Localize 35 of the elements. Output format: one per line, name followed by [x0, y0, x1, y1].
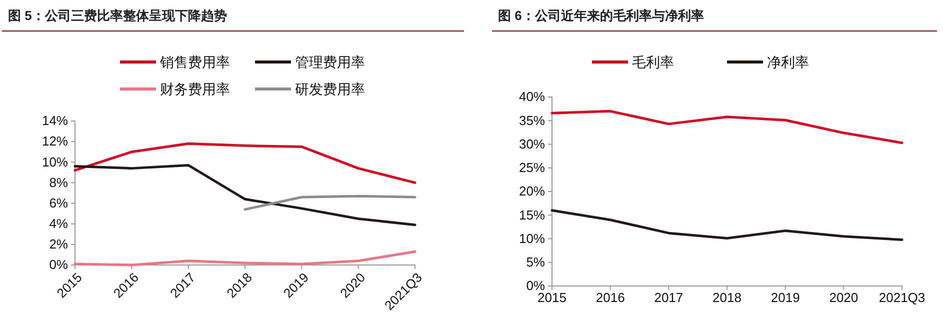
- y-tick-label: 6%: [49, 195, 68, 210]
- x-tick-label: 2016: [596, 290, 625, 306]
- y-tick-label: 15%: [518, 207, 546, 222]
- legend-label: 财务费用率: [160, 81, 230, 97]
- y-tick-label: 14%: [42, 113, 68, 128]
- y-tick-label: 25%: [518, 160, 546, 176]
- y-tick-label: 10%: [518, 230, 546, 246]
- line-series: [74, 142, 416, 184]
- line-series: [74, 250, 416, 266]
- y-tick-label: 30%: [518, 136, 546, 152]
- legend-label: 研发费用率: [295, 81, 365, 97]
- chart-title: 图 5：公司三费比率整体呈现下降趋势: [8, 8, 227, 23]
- y-tick-label: 4%: [49, 216, 68, 232]
- x-tick-label: 2018: [712, 290, 742, 306]
- x-tick-label: 2017: [654, 290, 684, 306]
- chart-title: 图 6：公司近年来的毛利率与净利率: [498, 8, 704, 23]
- line-series: [74, 164, 416, 226]
- x-tick-label: 2020: [829, 290, 858, 306]
- x-tick-label: 2019: [770, 290, 800, 306]
- line-series: [550, 110, 904, 144]
- y-tick-label: 0%: [49, 257, 68, 272]
- y-tick-label: 5%: [526, 254, 546, 270]
- y-tick-label: 10%: [42, 154, 68, 170]
- y-tick-label: 2%: [49, 236, 68, 252]
- y-tick-label: 12%: [42, 134, 68, 149]
- y-tick-label: 8%: [49, 174, 68, 190]
- y-tick-label: 40%: [518, 89, 546, 104]
- legend-label: 销售费用率: [159, 54, 230, 70]
- legend-label: 管理费用率: [295, 54, 365, 70]
- y-tick-label: 35%: [518, 112, 546, 128]
- y-tick-label: 20%: [518, 184, 546, 199]
- legend-label: 毛利率: [632, 54, 674, 70]
- x-tick-label: 2021Q3: [878, 290, 926, 306]
- legend-label: 净利率: [767, 54, 809, 70]
- line-series: [550, 209, 904, 241]
